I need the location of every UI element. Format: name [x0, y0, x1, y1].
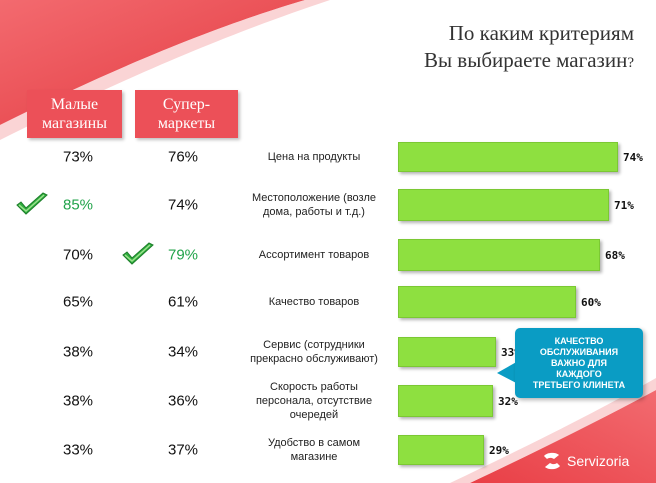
supermarkets-value: 61% [167, 293, 199, 311]
header-small-shops-label: Малые магазины [42, 96, 107, 132]
bar-value-label: 74% [623, 151, 643, 164]
chart-bar [398, 286, 576, 318]
supermarkets-value: 76% [167, 148, 199, 166]
top-left-swoosh [0, 0, 305, 125]
criterion-label: Ассортимент товаров [258, 249, 370, 261]
brand-name: Servizoria [567, 453, 630, 469]
chart-bar [398, 337, 496, 367]
supermarkets-value: 37% [167, 441, 199, 459]
small-shops-value: 33% [62, 441, 94, 459]
criterion-label: Удобство в самом магазине [267, 437, 361, 463]
checkmark-icon [121, 242, 155, 273]
criterion-label: Скорость работы персонала, отсутствие оч… [255, 381, 373, 421]
small-shops-value: 38% [62, 343, 94, 361]
bar-value-label: 29% [489, 444, 509, 457]
criterion-label: Местоположение (возле дома, работы и т.д… [251, 192, 376, 218]
header-supermarkets: Супер- маркеты [135, 90, 238, 138]
chart-bar [398, 142, 618, 172]
brand-logo: Servizoria [541, 450, 629, 472]
checkmark-icon [15, 192, 49, 223]
supermarkets-value: 34% [167, 343, 199, 361]
small-shops-value: 85% [62, 196, 94, 214]
bar-value-label: 32% [498, 395, 518, 408]
chart-bar [398, 385, 493, 417]
servizoria-logo-icon [544, 452, 560, 470]
criterion-label: Сервис (сотрудники прекрасно обслуживают… [250, 339, 378, 365]
title-question-mark: ? [627, 55, 634, 71]
small-shops-value: 70% [62, 246, 94, 264]
bottom-right-swoosh [470, 390, 656, 483]
small-shops-value: 65% [62, 293, 94, 311]
chart-bar [398, 239, 600, 271]
supermarkets-value: 36% [167, 392, 199, 410]
header-small-shops: Малые магазины [27, 90, 122, 138]
criterion-label: Качество товаров [268, 296, 360, 308]
bar-value-label: 71% [614, 199, 634, 212]
small-shops-value: 38% [62, 392, 94, 410]
service-callout: КАЧЕСТВО ОБСЛУЖИВАНИЯ ВАЖНО ДЛЯ КАЖДОГО … [515, 328, 643, 398]
small-shops-value: 73% [62, 148, 94, 166]
chart-bar [398, 435, 484, 465]
header-supermarkets-label: Супер- маркеты [157, 96, 216, 132]
supermarkets-value: 79% [167, 246, 199, 264]
chart-bar [398, 189, 609, 221]
slide-title: По каким критериям Вы выбираете магазин? [424, 20, 634, 77]
supermarkets-value: 74% [167, 196, 199, 214]
title-line-2: Вы выбираете магазин [423, 48, 628, 72]
title-line-1: По каким критериям [448, 21, 634, 45]
bar-value-label: 68% [605, 249, 625, 262]
criterion-label: Цена на продукты [267, 151, 361, 163]
bar-value-label: 60% [581, 296, 601, 309]
service-callout-text: КАЧЕСТВО ОБСЛУЖИВАНИЯ ВАЖНО ДЛЯ КАЖДОГО … [532, 335, 626, 390]
